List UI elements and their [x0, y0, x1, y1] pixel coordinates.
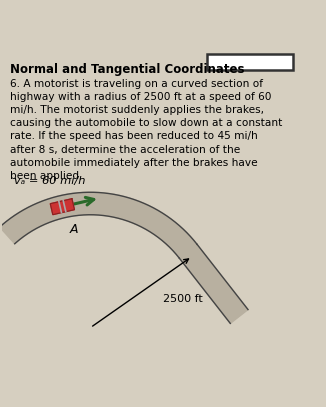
Text: Normal and Tangential Coordinates: Normal and Tangential Coordinates — [10, 63, 245, 76]
Text: 2500 ft: 2500 ft — [163, 294, 203, 304]
Polygon shape — [50, 199, 74, 214]
Polygon shape — [0, 192, 197, 258]
Text: A: A — [70, 223, 78, 236]
Text: vₐ = 60 mi/h: vₐ = 60 mi/h — [14, 176, 85, 186]
Bar — [207, 54, 293, 70]
Text: 6. A motorist is traveling on a curved section of
highway with a radius of 2500 : 6. A motorist is traveling on a curved s… — [10, 79, 283, 181]
Polygon shape — [179, 244, 248, 324]
